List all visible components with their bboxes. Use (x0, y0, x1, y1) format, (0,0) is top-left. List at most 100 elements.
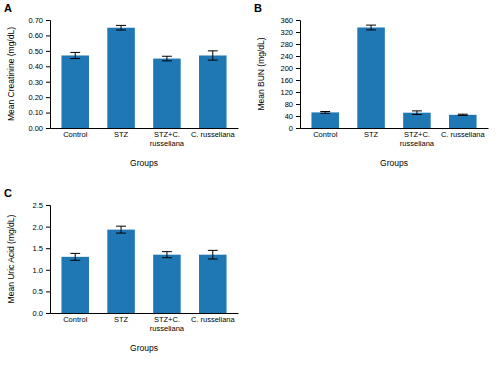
y-tick: 1.0 (33, 266, 50, 275)
y-tick-mark (46, 291, 50, 292)
panel-label: C (4, 187, 12, 199)
x-axis-line (51, 313, 239, 314)
y-tick: 0.50 (28, 47, 50, 56)
y-tick-mark (46, 270, 50, 271)
y-axis: 0.000.100.200.300.400.500.600.70 (28, 16, 50, 133)
x-tick: STZ+C.russeliana (150, 130, 185, 148)
error-bar (116, 25, 126, 30)
y-tick-mark (46, 248, 50, 249)
x-axis-line (51, 128, 239, 129)
y-tick-label: 0.5 (33, 287, 43, 296)
y-axis-title: Mean Uric Acid (mg/dL) (6, 214, 16, 303)
y-tick-label: 1.0 (33, 266, 43, 275)
y-tick-label: 0 (289, 124, 293, 133)
y-tick-label: 0.10 (28, 108, 43, 117)
y-tick-mark (296, 104, 300, 105)
y-tick: 0.60 (28, 31, 50, 40)
y-tick-mark (46, 20, 50, 21)
x-axis: Control STZ STZ+C.russeliana C. russeliana (301, 129, 489, 148)
y-tick: 240 (280, 52, 300, 61)
y-tick-mark (296, 56, 300, 57)
y-tick: 0.5 (33, 287, 50, 296)
x-tick-label: C. russeliana (191, 315, 236, 324)
bar (449, 115, 477, 128)
y-tick: 0 (289, 124, 300, 133)
y-tick: 2.5 (33, 201, 50, 210)
y-tick-label: 0.0 (33, 309, 43, 318)
panel: 04080120160200240280320360ControlSTZSTZ+… (254, 2, 489, 168)
x-axis: ControlSTZSTZ+C.russelianaC. russeliana (51, 314, 239, 333)
bar (199, 255, 227, 313)
y-axis-line (46, 21, 51, 129)
x-tick-label: STZ (364, 130, 379, 139)
x-tick-label-line: STZ (364, 130, 379, 139)
x-tick-label: STZ+C.russeliana (150, 130, 185, 148)
bar (199, 55, 227, 128)
x-tick-label: Control (313, 130, 338, 139)
y-tick-mark (46, 35, 50, 36)
y-tick: 0.20 (28, 93, 50, 102)
y-axis-line (296, 21, 301, 129)
x-tick: STZ (114, 315, 129, 324)
x-tick: STZ+C.russeliana (400, 130, 435, 148)
x-tick-label: Control (63, 130, 88, 139)
y-tick-mark (46, 66, 50, 67)
error-bar (366, 25, 376, 30)
y-tick-mark (46, 227, 50, 228)
y-tick: 0.0 (33, 309, 50, 318)
y-tick-label: 1.5 (33, 244, 43, 253)
x-tick-label: C. russeliana (191, 130, 236, 139)
y-tick: 0.40 (28, 62, 50, 71)
y-tick-mark (296, 116, 300, 117)
y-tick-mark (296, 44, 300, 45)
panel: 0.00.51.01.52.02.5ControlSTZSTZ+C.russel… (4, 187, 239, 353)
x-tick-label-line: STZ (114, 130, 129, 139)
y-tick-mark (296, 68, 300, 69)
x-tick-label-line: C. russeliana (441, 130, 486, 139)
y-tick: 0.70 (28, 16, 50, 25)
bar (153, 255, 181, 313)
x-tick-label-line: russeliana (150, 324, 185, 333)
x-tick-label: STZ+C.russeliana (400, 130, 435, 148)
bar (107, 28, 135, 128)
x-axis: Control STZ STZ+C.russeliana C. russeliana (51, 129, 239, 148)
y-tick: 200 (280, 64, 300, 73)
y-tick: 320 (280, 28, 300, 37)
y-axis-title: Mean BUN (mg/dL) (256, 37, 266, 110)
y-tick-label: 80 (285, 100, 293, 109)
y-tick: 120 (280, 88, 300, 97)
bar (357, 28, 385, 129)
y-axis-line (46, 206, 51, 314)
bar (61, 55, 89, 128)
y-tick-mark (46, 97, 50, 98)
figure: 0.000.100.200.300.400.500.600.70ControlS… (0, 0, 500, 370)
y-tick-label: 0.70 (28, 16, 43, 25)
error-bar (116, 226, 126, 233)
y-tick-label: 280 (280, 40, 293, 49)
y-tick-mark (46, 313, 50, 314)
y-tick-label: 0.50 (28, 47, 43, 56)
y-tick-label: 200 (280, 64, 293, 73)
panel-label: A (4, 2, 12, 14)
error-bar (162, 56, 172, 61)
error-bar (162, 252, 172, 258)
x-tick: Control (313, 130, 338, 139)
bar (107, 230, 135, 313)
y-tick-label: 0.60 (28, 31, 43, 40)
y-tick: 80 (285, 100, 300, 109)
x-tick-label: STZ+C.russeliana (150, 315, 185, 333)
y-tick-label: 2.0 (33, 223, 43, 232)
y-tick: 1.5 (33, 244, 50, 253)
y-tick-mark (296, 32, 300, 33)
y-tick: 280 (280, 40, 300, 49)
y-tick-label: 160 (280, 76, 293, 85)
y-tick-label: 0.20 (28, 93, 43, 102)
x-axis-line (301, 128, 489, 129)
x-tick-label-line: C. russeliana (191, 130, 236, 139)
y-tick-mark (46, 128, 50, 129)
marks (61, 226, 226, 313)
panel-label: B (254, 2, 262, 14)
error-bar (320, 112, 330, 114)
panel: 0.000.100.200.300.400.500.600.70ControlS… (4, 2, 239, 168)
x-tick-label-line: russeliana (400, 139, 435, 148)
